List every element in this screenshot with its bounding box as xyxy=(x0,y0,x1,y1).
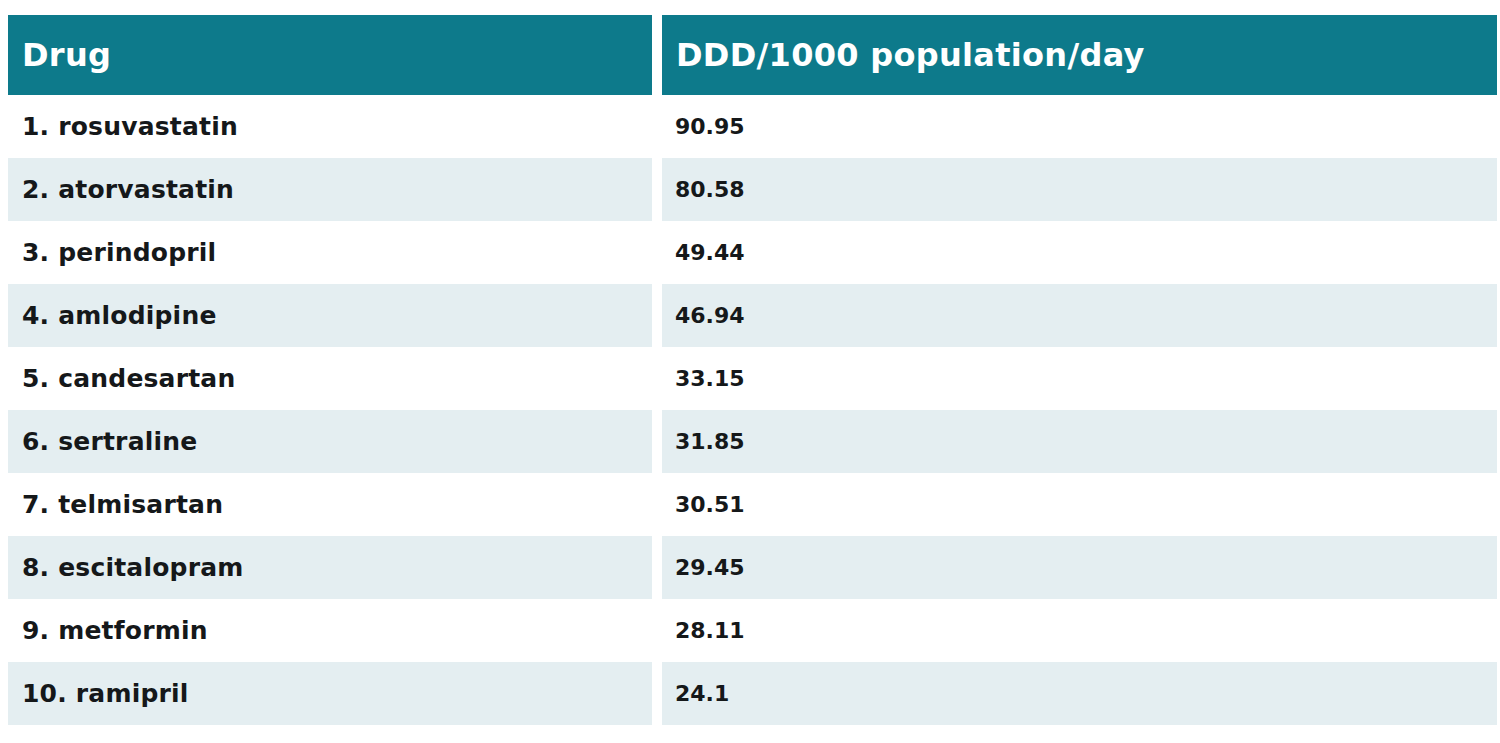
column-divider xyxy=(652,158,662,221)
value-cell: 30.51 xyxy=(662,473,1497,536)
header-cell-drug: Drug xyxy=(8,15,652,95)
value-cell: 31.85 xyxy=(662,410,1497,473)
column-divider xyxy=(652,536,662,599)
value-cell: 24.1 xyxy=(662,662,1497,725)
drug-utilisation-table: Drug DDD/1000 population/day 1. rosuvast… xyxy=(8,15,1497,725)
column-divider xyxy=(652,15,662,95)
value-cell: 49.44 xyxy=(662,221,1497,284)
table-row: 2. atorvastatin 80.58 xyxy=(8,158,1497,221)
column-divider xyxy=(652,662,662,725)
table-row: 5. candesartan 33.15 xyxy=(8,347,1497,410)
drug-cell: 8. escitalopram xyxy=(8,536,652,599)
drug-cell: 10. ramipril xyxy=(8,662,652,725)
column-divider xyxy=(652,221,662,284)
table-row: 3. perindopril 49.44 xyxy=(8,221,1497,284)
drug-cell: 2. atorvastatin xyxy=(8,158,652,221)
table-header-row: Drug DDD/1000 population/day xyxy=(8,15,1497,95)
drug-cell: 5. candesartan xyxy=(8,347,652,410)
header-cell-ddd: DDD/1000 population/day xyxy=(662,15,1497,95)
drug-cell: 9. metformin xyxy=(8,599,652,662)
table-row: 8. escitalopram 29.45 xyxy=(8,536,1497,599)
drug-cell: 1. rosuvastatin xyxy=(8,95,652,158)
value-cell: 28.11 xyxy=(662,599,1497,662)
column-divider xyxy=(652,95,662,158)
drug-cell: 7. telmisartan xyxy=(8,473,652,536)
table-row: 7. telmisartan 30.51 xyxy=(8,473,1497,536)
column-divider xyxy=(652,473,662,536)
table-row: 10. ramipril 24.1 xyxy=(8,662,1497,725)
table-row: 9. metformin 28.11 xyxy=(8,599,1497,662)
column-divider xyxy=(652,284,662,347)
drug-cell: 4. amlodipine xyxy=(8,284,652,347)
drug-cell: 6. sertraline xyxy=(8,410,652,473)
table-row: 1. rosuvastatin 90.95 xyxy=(8,95,1497,158)
table-row: 4. amlodipine 46.94 xyxy=(8,284,1497,347)
value-cell: 46.94 xyxy=(662,284,1497,347)
value-cell: 80.58 xyxy=(662,158,1497,221)
value-cell: 29.45 xyxy=(662,536,1497,599)
column-divider xyxy=(652,599,662,662)
drug-cell: 3. perindopril xyxy=(8,221,652,284)
column-divider xyxy=(652,347,662,410)
value-cell: 33.15 xyxy=(662,347,1497,410)
table-row: 6. sertraline 31.85 xyxy=(8,410,1497,473)
table-body: 1. rosuvastatin 90.95 2. atorvastatin 80… xyxy=(8,95,1497,725)
value-cell: 90.95 xyxy=(662,95,1497,158)
column-divider xyxy=(652,410,662,473)
